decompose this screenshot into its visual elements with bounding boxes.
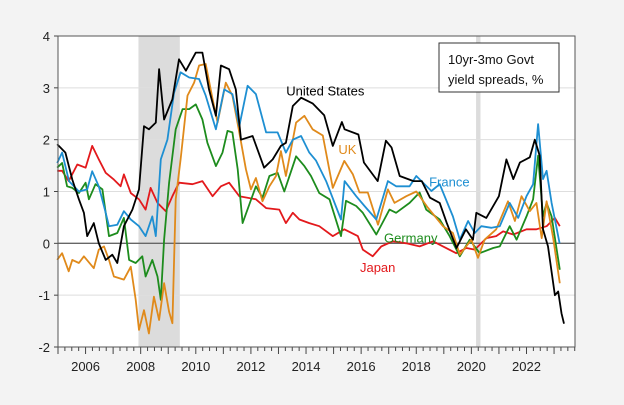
- x-tick-label: 2012: [236, 359, 265, 374]
- series-line-japan: [57, 145, 561, 258]
- series-line-france: [56, 71, 561, 244]
- legend-line-1: 10yr-3mo Govt: [448, 52, 534, 67]
- series-line-united-states: [56, 51, 565, 324]
- series-label-germany: Germany: [384, 230, 438, 245]
- legend-line-2: yield spreads, %: [448, 72, 544, 87]
- plot-frame: [57, 35, 576, 348]
- x-tick-label: 2016: [347, 359, 376, 374]
- series-label-uk: UK: [338, 142, 356, 157]
- series-label-france: France: [429, 174, 469, 189]
- y-tick-label: -2: [38, 340, 50, 355]
- series-label-japan: Japan: [360, 260, 395, 275]
- x-tick-label: 2010: [181, 359, 210, 374]
- y-tick-label: -1: [38, 288, 50, 303]
- x-tick-label: 2020: [457, 359, 486, 374]
- series-line-uk: [56, 63, 561, 335]
- x-tick-label: 2014: [292, 359, 321, 374]
- y-tick-label: 2: [43, 133, 50, 148]
- y-tick-label: 1: [43, 185, 50, 200]
- x-tick-label: 2018: [402, 359, 431, 374]
- y-tick-label: 0: [43, 236, 50, 251]
- series-label-united-states: United States: [286, 84, 365, 99]
- x-tick-label: 2008: [126, 359, 155, 374]
- x-tick-label: 2006: [71, 359, 100, 374]
- legend-box: 10yr-3mo Govt yield spreads, %: [438, 42, 560, 93]
- y-tick-label: 4: [43, 29, 50, 44]
- x-tick-label: 2022: [512, 359, 541, 374]
- legend-frame: [438, 42, 560, 93]
- y-tick-label: 3: [43, 81, 50, 96]
